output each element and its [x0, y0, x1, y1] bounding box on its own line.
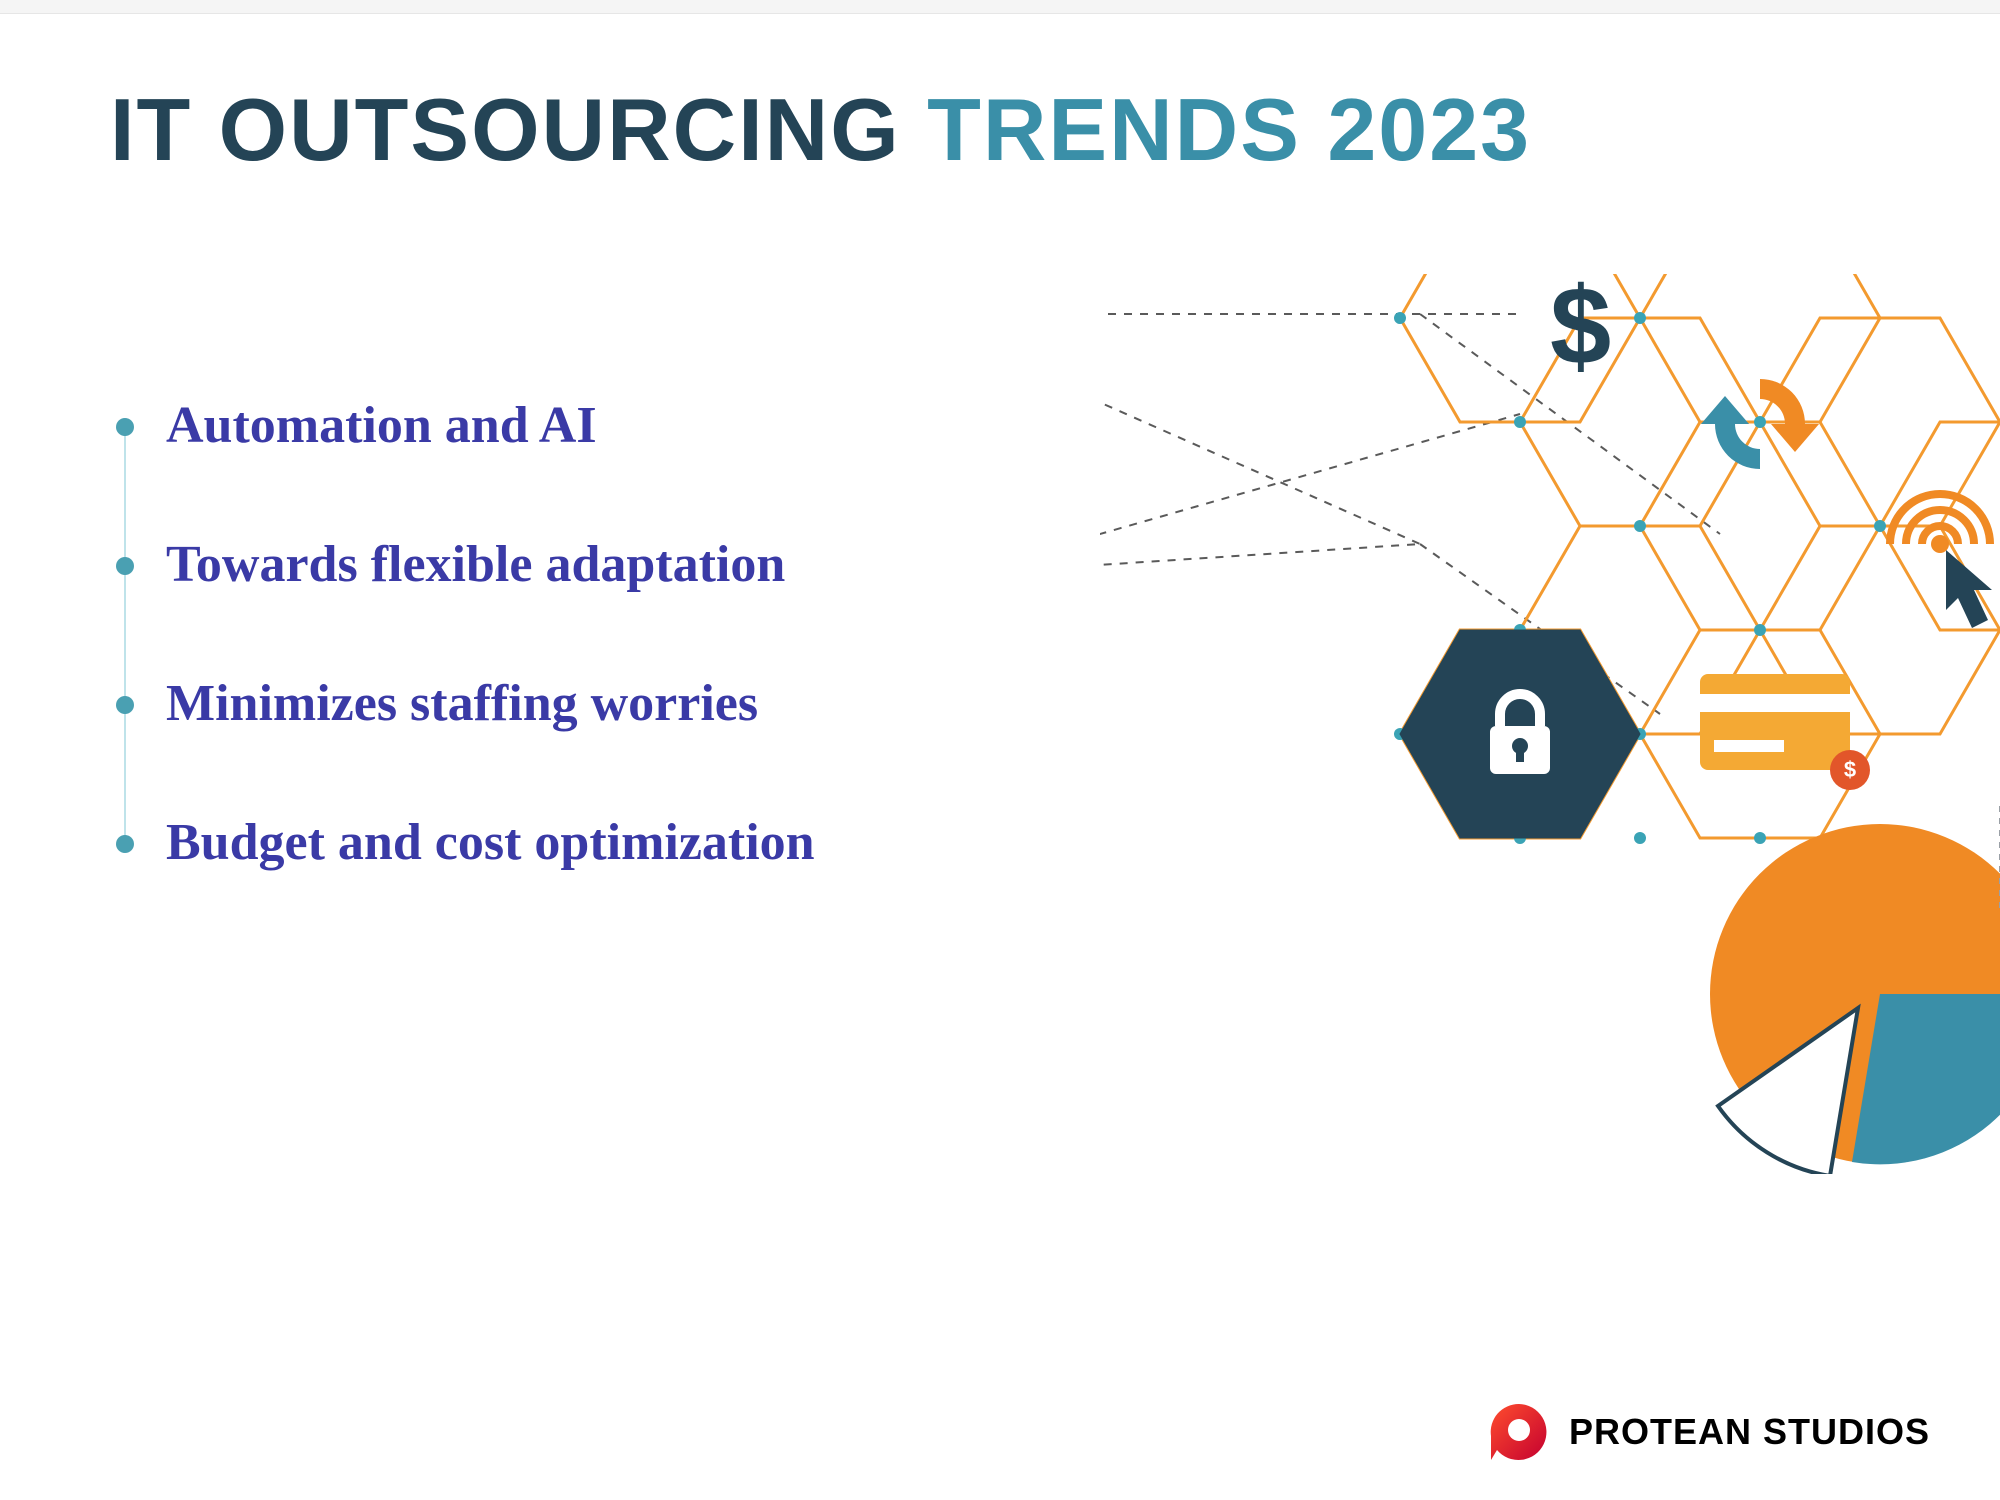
title-part-2: TRENDS 2023 [927, 80, 1531, 179]
bullet-item: Budget and cost optimization [110, 813, 1910, 872]
bullet-item: Minimizes staffing worries [110, 674, 1910, 733]
bullet-text: Automation and AI [166, 397, 597, 454]
slide: IT OUTSOURCING TRENDS 2023 Automation an… [0, 14, 2000, 1500]
bullet-text: Minimizes staffing worries [166, 675, 758, 732]
dollar-icon: $ [1550, 274, 1611, 388]
title-part-1: IT OUTSOURCING [110, 80, 927, 179]
bullet-text: Towards flexible adaptation [166, 536, 785, 593]
bullet-item: Towards flexible adaptation [110, 535, 1910, 594]
bullet-item: Automation and AI [110, 396, 1910, 455]
logo-mark-icon [1487, 1400, 1551, 1464]
bullet-list: Automation and AI Towards flexible adapt… [110, 396, 1910, 872]
bullet-text: Budget and cost optimization [166, 814, 815, 871]
page-title: IT OUTSOURCING TRENDS 2023 [110, 84, 1910, 176]
window-top-strip [0, 0, 2000, 14]
brand-logo: PROTEAN STUDIOS [1487, 1400, 1930, 1464]
logo-text: PROTEAN STUDIOS [1569, 1411, 1930, 1453]
bullet-timeline [124, 422, 126, 846]
